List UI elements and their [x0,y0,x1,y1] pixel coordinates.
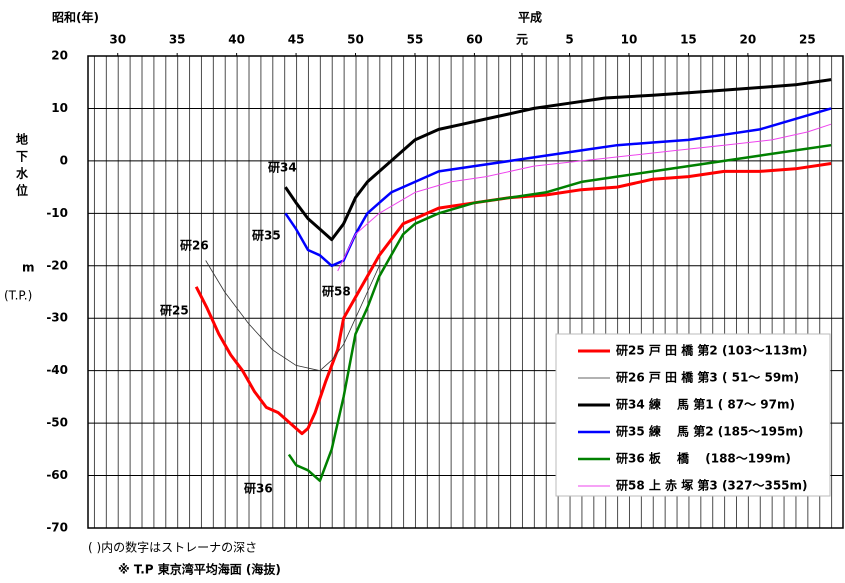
y-axis-title: 下 [16,150,28,164]
x-tick-label: 60 [466,33,483,47]
note: ( )内の数字はストレーナの深さ [88,540,257,555]
x-tick-label: 15 [680,33,697,47]
legend-box [555,333,831,497]
series-line [287,143,832,483]
annotation: 研58 [322,285,351,299]
series-line [284,78,832,242]
annotation: 研34 [268,161,297,175]
x-tick-label: 30 [109,33,126,47]
x-tick-label: 55 [407,33,424,47]
legend-label: 研26 戸 田 橋 第3 ( 51～ 59m) [616,370,799,385]
y-tick-label: -50 [46,416,68,430]
series-line [205,260,380,372]
annotation: 研36 [244,482,273,496]
y-tick-label: -60 [46,468,68,482]
annotation: 研35 [252,229,281,243]
x2-axis-title: 平成 [518,10,542,25]
y-tick-label: -30 [46,311,68,325]
x-tick-label: 45 [288,33,305,47]
y-tick-label: -20 [46,258,68,272]
annotation: 研25 [160,304,189,318]
note: ※ T.P 東京湾平均海面 (海抜) [118,562,281,577]
annotation: 研26 [180,239,209,253]
legend-label: 研58 上 赤 塚 第3 (327～355m) [616,478,808,493]
y-tick-label: -70 [46,521,68,535]
y-axis-title: 水 [16,166,29,181]
y-axis-title: 地 [16,132,28,147]
legend-label: 研36 板 橋 (188～199m) [616,451,791,466]
series-line [194,162,832,436]
y-tick-label: 20 [51,49,68,63]
plot-frame [87,55,844,529]
series-line [284,107,832,268]
y-unit: m [22,261,35,275]
x-tick-label: 10 [621,33,638,47]
x-tick-label: 35 [169,33,186,47]
x-tick-label: 元 [516,33,528,47]
x-tick-label: 25 [799,33,816,47]
y-axis-title: 位 [16,183,28,198]
y-reference: (T.P.) [4,289,32,303]
x-tick-label: 20 [740,33,757,47]
x-tick-label: 50 [347,33,364,47]
series-line [337,123,832,272]
y-tick-label: -40 [46,363,68,377]
y-tick-label: -10 [46,206,68,220]
legend-label: 研25 戸 田 橋 第2 (103～113m) [616,343,808,358]
y-tick-label: 0 [60,153,68,167]
legend-label: 研35 練 馬 第2 (185～195m) [616,424,803,439]
legend-label: 研34 練 馬 第1 ( 87～ 97m) [616,397,795,412]
y-tick-label: 10 [51,101,68,115]
x-tick-label: 5 [565,33,573,47]
x-tick-label: 40 [228,33,245,47]
x-axis-title: 昭和(年) [52,10,99,25]
